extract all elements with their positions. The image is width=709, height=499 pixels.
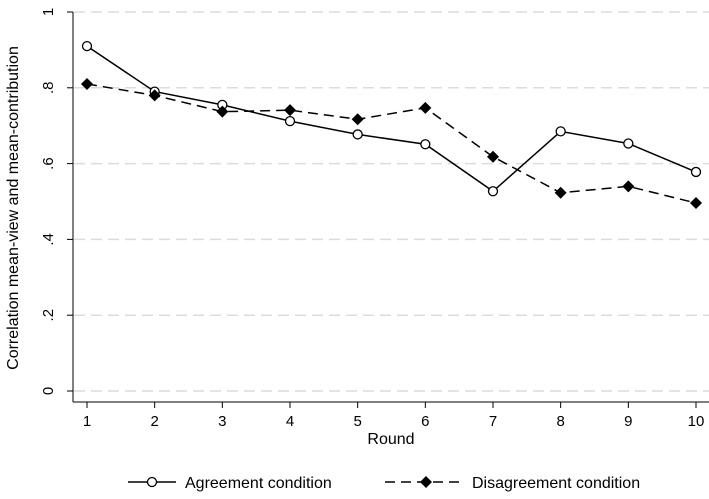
agreement-point xyxy=(81,40,93,52)
disagreement-point xyxy=(419,101,432,114)
x-tick-label: 7 xyxy=(489,413,497,430)
y-axis-title: Correlation mean-view and mean-contribut… xyxy=(5,46,22,370)
x-tick-label: 5 xyxy=(353,413,361,430)
y-tick-label: 1 xyxy=(40,8,57,16)
disagreement-point xyxy=(351,113,364,126)
legend-label-agreement: Agreement condition xyxy=(185,475,332,492)
x-tick-label: 8 xyxy=(556,413,564,430)
gridlines xyxy=(74,11,709,392)
series-line-agreement xyxy=(86,45,697,193)
disagreement-point xyxy=(690,197,702,210)
y-tick-label: .6 xyxy=(40,157,57,170)
y-tick-label: .2 xyxy=(40,309,57,322)
agreement-point xyxy=(352,129,363,140)
agreement-point xyxy=(555,126,566,137)
agreement-point xyxy=(420,139,431,150)
disagreement-point xyxy=(81,78,93,91)
disagreement-point xyxy=(554,186,567,199)
disagreement-point xyxy=(487,150,499,163)
x-axis-title: Round xyxy=(367,431,414,448)
x-ticks: 1 2 3 4 5 6 7 8 9 10 xyxy=(83,402,705,430)
x-tick-label: 9 xyxy=(624,413,632,430)
x-tick-label: 10 xyxy=(688,413,705,430)
x-tick-label: 3 xyxy=(218,413,226,430)
y-tick-label: .4 xyxy=(40,233,57,246)
disagreement-point xyxy=(284,104,296,117)
agreement-point xyxy=(487,186,499,197)
legend-label-disagreement: Disagreement condition xyxy=(472,475,640,492)
x-tick-label: 1 xyxy=(83,413,91,430)
series-line-disagreement xyxy=(86,83,697,204)
agreement-point xyxy=(284,116,296,127)
legend-marker-disagreement xyxy=(420,476,432,488)
x-tick-label: 6 xyxy=(421,413,429,430)
x-tick-label: 2 xyxy=(150,413,158,430)
y-tick-label: .8 xyxy=(40,82,57,95)
agreement-point xyxy=(690,166,702,178)
legend-marker-agreement xyxy=(146,476,158,488)
legend: Agreement condition Disagreement conditi… xyxy=(128,475,640,492)
disagreement-point xyxy=(216,105,229,118)
x-tick-label: 4 xyxy=(286,413,294,430)
y-tick-label: 0 xyxy=(40,387,57,395)
agreement-point xyxy=(623,138,634,149)
disagreement-point xyxy=(148,89,161,102)
axes xyxy=(72,12,709,403)
y-ticks: 0 .2 .4 .6 .8 1 xyxy=(40,8,73,395)
series-layer xyxy=(81,40,702,210)
disagreement-point xyxy=(622,180,635,193)
